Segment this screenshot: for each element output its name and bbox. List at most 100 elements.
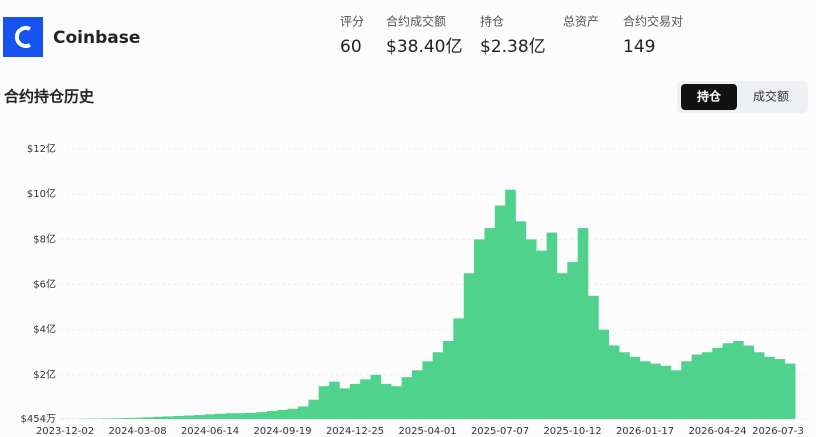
bar xyxy=(318,386,330,419)
bar xyxy=(650,363,661,419)
bar xyxy=(432,352,444,419)
y-tick-label: $4亿 xyxy=(33,323,56,336)
x-tick-label: 2025-10-12 xyxy=(543,426,601,437)
x-tick-label: 2024-03-08 xyxy=(108,426,166,437)
stat-label: 持仓 xyxy=(480,14,504,29)
bar xyxy=(515,221,527,419)
bar xyxy=(691,354,703,419)
stat-value: 149 xyxy=(623,37,655,57)
bar xyxy=(525,239,537,419)
bar xyxy=(370,374,382,419)
bar xyxy=(349,383,361,419)
bar xyxy=(577,228,589,419)
bar xyxy=(411,370,423,419)
bar xyxy=(536,250,547,419)
bar xyxy=(204,414,216,419)
bar xyxy=(184,415,195,419)
bar xyxy=(774,359,786,419)
bar xyxy=(474,239,485,419)
bar xyxy=(598,329,610,419)
bar xyxy=(629,356,641,419)
bar xyxy=(225,413,237,419)
bar xyxy=(484,228,496,419)
exchange-name: Coinbase xyxy=(53,28,140,48)
bar xyxy=(588,295,599,419)
bar xyxy=(391,386,402,419)
bar xyxy=(401,377,413,419)
bar xyxy=(733,340,744,419)
bar xyxy=(256,412,268,419)
stat-label: 总资产 xyxy=(563,15,599,29)
bar xyxy=(712,347,723,419)
x-tick-label: 2024-09-19 xyxy=(253,426,311,437)
bar xyxy=(173,415,185,419)
y-tick-label: $8亿 xyxy=(33,232,56,245)
bar xyxy=(121,417,133,419)
stat-value: $38.40亿 xyxy=(386,37,462,57)
bar xyxy=(142,417,154,419)
toggle-active[interactable] xyxy=(681,84,737,110)
bar xyxy=(660,365,672,419)
bar xyxy=(670,370,682,419)
bar xyxy=(463,273,475,419)
bar xyxy=(339,388,351,419)
x-tick-label: 2024-12-25 xyxy=(326,426,384,437)
bar xyxy=(764,356,775,419)
bar xyxy=(722,343,734,419)
y-tick-label: $10亿 xyxy=(27,187,56,200)
bar xyxy=(639,361,651,419)
bar xyxy=(619,352,630,419)
stat-value: 60 xyxy=(340,37,362,57)
x-tick-label: 2023-12-02 xyxy=(36,426,94,437)
bar xyxy=(608,345,620,419)
bar xyxy=(246,412,257,419)
logo xyxy=(3,17,43,57)
bar xyxy=(453,318,465,419)
bar xyxy=(153,416,164,419)
x-tick-label: 2026-01-17 xyxy=(616,426,674,437)
x-tick-label: 2025-04-01 xyxy=(398,426,456,437)
y-tick-label: $12亿 xyxy=(27,142,56,155)
section-title: 合约持仓历史 xyxy=(3,88,95,106)
bar xyxy=(132,417,143,419)
bar xyxy=(266,410,278,419)
bar xyxy=(422,361,433,419)
bar xyxy=(111,418,123,419)
bar xyxy=(443,340,454,419)
bar xyxy=(546,232,558,419)
bar xyxy=(505,189,516,419)
stat-label: 合约交易对 xyxy=(623,14,683,29)
bar xyxy=(567,261,578,419)
bar xyxy=(163,416,175,419)
bar xyxy=(743,345,755,419)
y-tick-label: $454万 xyxy=(21,414,56,425)
bar xyxy=(235,413,247,419)
x-tick-label: 2025-07-07 xyxy=(471,426,529,437)
y-tick-label: $2亿 xyxy=(33,368,56,381)
bar xyxy=(784,363,796,419)
bar xyxy=(194,415,206,419)
stat-label: 合约成交额 xyxy=(386,14,446,29)
bar xyxy=(215,413,226,419)
y-tick-label: $6亿 xyxy=(33,278,56,291)
stat-label: 评分 xyxy=(340,15,364,29)
toggle-button[interactable]: 成交额 xyxy=(753,89,789,104)
bar xyxy=(556,273,568,419)
bar xyxy=(308,399,320,419)
x-tick-label: 2026-07-3 xyxy=(752,426,804,437)
bar xyxy=(753,352,765,419)
bar xyxy=(681,361,692,419)
toggle-button[interactable]: 持仓 xyxy=(697,89,722,104)
bar xyxy=(101,418,112,419)
bar xyxy=(298,406,309,419)
bar xyxy=(701,352,713,419)
bar xyxy=(494,205,506,419)
bar xyxy=(329,381,340,419)
x-tick-label: 2026-04-24 xyxy=(688,426,746,437)
x-tick-label: 2024-06-14 xyxy=(181,426,239,437)
bar xyxy=(380,383,392,419)
stat-value: $2.38亿 xyxy=(480,37,546,57)
bar xyxy=(277,409,288,419)
bar xyxy=(287,408,299,419)
